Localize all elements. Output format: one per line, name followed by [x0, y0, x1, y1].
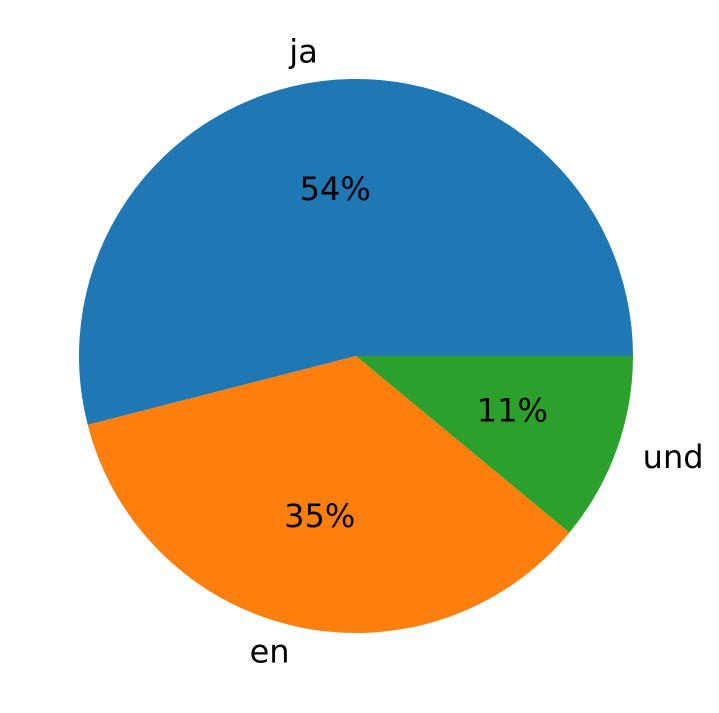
percent-label: 54% [300, 170, 371, 208]
percent-label: 11% [477, 391, 548, 429]
pie-slice [87, 356, 570, 633]
pie-slice [78, 78, 633, 425]
slice-label: und [643, 438, 704, 476]
pie-slice [356, 356, 633, 533]
slice-label: ja [288, 33, 318, 71]
slice-label: en [250, 632, 290, 670]
percent-label: 35% [284, 497, 355, 535]
